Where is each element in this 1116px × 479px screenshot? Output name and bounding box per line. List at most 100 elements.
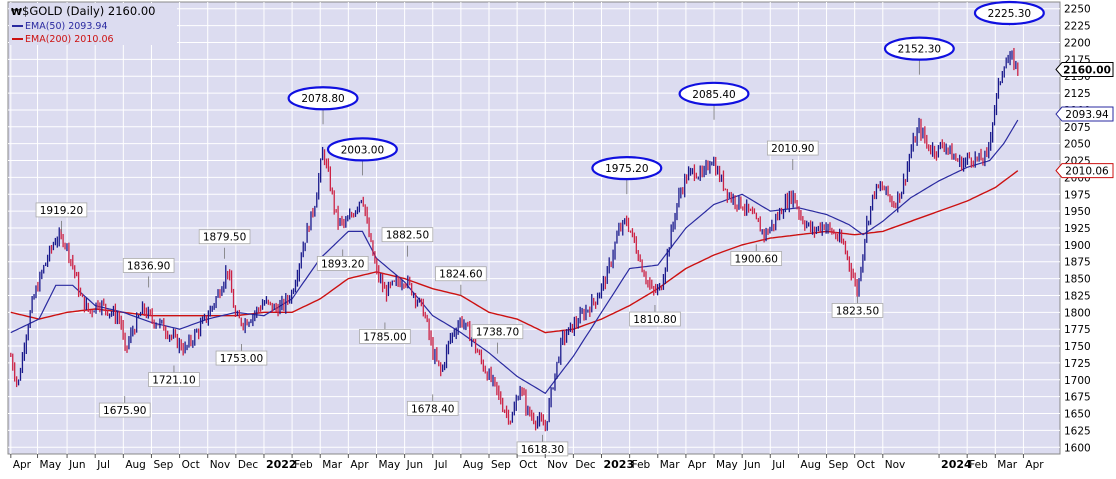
annotation-label: 1675.90 [103, 405, 146, 417]
x-tick-label: Sep [829, 459, 849, 471]
annotation-label: 1919.20 [40, 205, 83, 217]
y-tick-label: 2200 [1064, 37, 1091, 49]
annotation-box [316, 256, 369, 271]
x-tick-label: Oct [182, 459, 200, 471]
x-tick-label: 2024 [941, 458, 972, 471]
annotation-label: 2010.90 [771, 143, 814, 155]
annotation-label: 2152.30 [898, 44, 941, 56]
x-tick-label: Mar [660, 459, 680, 471]
svg-text:₩: ₩ [11, 7, 22, 18]
y-tick-label: 2225 [1064, 21, 1091, 33]
annotation-box [122, 258, 175, 273]
x-tick-label: Sep [153, 459, 173, 471]
x-tick-label: Jun [406, 459, 423, 471]
annotation-label: 1753.00 [220, 353, 263, 365]
annotation-label: 1785.00 [363, 331, 406, 343]
y-tick-label: 2050 [1064, 139, 1091, 151]
highlight-ellipse [591, 156, 663, 181]
y-tick-label: 2075 [1064, 122, 1091, 134]
x-tick-label: Apr [688, 459, 707, 471]
y-tick-label: 1800 [1064, 307, 1091, 319]
annotation-box [629, 311, 681, 327]
y-tick-label: 1950 [1064, 206, 1091, 218]
logo-icon: ₩ [11, 7, 22, 18]
x-tick-label: Jun [743, 459, 760, 471]
ema200-layer [10, 170, 1019, 334]
annotation-box [730, 251, 783, 266]
x-tick-label: Oct [857, 459, 875, 471]
y-tick-label: 1775 [1064, 324, 1091, 336]
y-tick-label: 1725 [1064, 358, 1091, 370]
annotation-box [381, 227, 434, 243]
ema50-line [10, 119, 1019, 395]
annotation-box [148, 372, 200, 387]
y-tick-label: 1600 [1064, 442, 1091, 454]
x-tick-label: May [716, 459, 738, 471]
annotation-label: 1618.30 [521, 444, 564, 456]
axis-marker-box [1055, 61, 1114, 77]
x-tick-label: Feb [969, 459, 988, 471]
annotation-box [516, 441, 569, 457]
x-axis: Apr May Jun Jul Aug Sep Oct Nov Dec 2022 Feb Mar Apr… [10, 454, 1044, 471]
annotation-box [35, 202, 88, 218]
annotation-label: 2085.40 [692, 89, 735, 101]
x-tick-label: 2023 [604, 458, 635, 471]
y-tick-label: 1750 [1064, 341, 1091, 353]
x-tick-label: May [40, 459, 62, 471]
x-tick-label: 2022 [266, 458, 297, 471]
annotation-label: 1893.20 [321, 258, 364, 270]
annotation-box [198, 229, 251, 245]
highlight-ellipse [287, 86, 359, 111]
axis-price-markers: 2160.00 2093.94 2010.06 [1055, 61, 1114, 179]
x-tick-label: Jul [771, 459, 785, 471]
ema200-line [10, 170, 1019, 334]
x-tick-label: Jul [96, 459, 110, 471]
annotation-label: 1879.50 [203, 232, 246, 244]
highlight-ellipse [883, 36, 955, 61]
x-tick-label: Dec [238, 459, 259, 471]
annotation-label: 2078.80 [301, 93, 344, 105]
x-tick-label: Apr [13, 459, 32, 471]
annotation-label: 1721.10 [152, 375, 195, 387]
highlight-ellipse [326, 137, 398, 162]
y-tick-label: 1700 [1064, 375, 1091, 387]
x-tick-label: Oct [519, 459, 537, 471]
annotation-label: 2225.30 [988, 8, 1031, 20]
highlight-ellipse [678, 81, 750, 106]
annotation-box [406, 400, 459, 416]
annotation-label: 1678.40 [411, 403, 454, 415]
x-tick-label: Nov [885, 459, 906, 471]
legend: ₩ $GOLD (Daily) 2160.00 EMA(50) 2093.94 … [9, 3, 177, 45]
axis-marker-box [1055, 163, 1114, 179]
annotation-label: 1836.90 [127, 260, 170, 272]
annotation-box [215, 350, 268, 366]
annotation-box [435, 266, 487, 282]
y-tick-label: 1825 [1064, 290, 1091, 302]
x-tick-label: Dec [575, 459, 596, 471]
price-bars [10, 47, 1019, 432]
y-axis: 1600 1625 1650 1675 1700 1725 1750 1775 1800 1825… [1064, 4, 1091, 455]
x-tick-label: Apr [350, 459, 369, 471]
y-tick-label: 2125 [1064, 88, 1091, 100]
y-tick-label: 1625 [1064, 425, 1091, 437]
annotation-box [766, 140, 819, 156]
price-annotations: 1919.20 1675.90 1836.90 1721.10 1879.50 1753.… [35, 0, 1045, 457]
annotation-label: 1975.20 [605, 163, 648, 175]
annotation-label: 1824.60 [439, 269, 482, 281]
x-tick-label: Nov [210, 459, 231, 471]
annotation-box [831, 303, 884, 318]
annotation-box [471, 324, 524, 340]
annotation-box [98, 402, 151, 418]
highlight-ellipse [973, 0, 1045, 26]
x-tick-label: Jul [434, 459, 448, 471]
ema200-legend-label: EMA(200) 2010.06 [25, 34, 114, 45]
y-tick-label: 1850 [1064, 274, 1091, 286]
y-tick-label: 1875 [1064, 257, 1091, 269]
x-tick-label: Nov [547, 459, 568, 471]
y-tick-label: 1650 [1064, 409, 1091, 421]
y-tick-label: 1900 [1064, 240, 1091, 252]
x-tick-label: Feb [632, 459, 651, 471]
x-tick-label: Aug [800, 459, 821, 471]
